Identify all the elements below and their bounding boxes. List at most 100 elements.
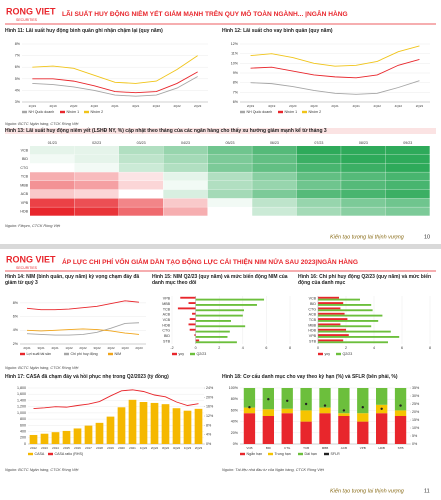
legend-swatch	[22, 110, 27, 114]
bar	[172, 408, 181, 444]
legend-swatch	[64, 352, 69, 356]
legend-label: yoy	[325, 352, 331, 356]
heat-cell	[252, 189, 297, 199]
y-tick-label: 40%	[231, 420, 239, 424]
y-tick-label: 10%	[231, 61, 239, 65]
x-tick-label: 4Q22	[173, 446, 181, 450]
x-tick-label: 2Q23	[135, 346, 143, 350]
x-tick-label: 4Q21	[132, 104, 140, 108]
bar	[128, 399, 137, 444]
bar	[318, 320, 379, 322]
series-line	[26, 322, 140, 336]
stack-segment	[357, 388, 369, 414]
heat-cell	[118, 154, 164, 164]
heat-cell	[163, 154, 208, 164]
x-tick-label: 2017	[85, 446, 92, 450]
stack-segment	[281, 388, 293, 409]
y2-tick-label: 30%	[412, 394, 420, 398]
figure-caption: Hình 14: NIM (bình quân, quy năm) kỳ vọn…	[5, 274, 140, 286]
bar	[318, 302, 344, 304]
y2-tick-label: 4%	[206, 433, 212, 437]
heat-cell	[385, 154, 430, 164]
legend-label: Ngắn hạn	[247, 451, 263, 456]
stack-segment	[281, 413, 293, 444]
heat-cell	[163, 189, 208, 199]
heat-cell	[163, 172, 208, 181]
stack-segment	[357, 421, 369, 444]
bar	[192, 312, 196, 315]
heat-cell	[30, 207, 75, 216]
x-tick-label: HDB	[378, 446, 384, 450]
x-tick-label: 2014	[52, 446, 59, 450]
y-tick-label: 1,200	[17, 405, 26, 409]
bar	[106, 416, 115, 444]
x-tick-label: 2Q22	[151, 446, 159, 450]
legend-swatch	[268, 452, 273, 456]
bar	[195, 339, 200, 342]
heat-cell	[74, 181, 119, 190]
x-tick-label: 2Q23	[194, 104, 202, 108]
x-tick-label: STB	[398, 446, 404, 450]
bar	[318, 336, 400, 338]
y2-tick-label: 15%	[412, 418, 420, 422]
heat-cell	[207, 146, 252, 155]
heat-cell	[252, 146, 297, 155]
series-line	[26, 328, 140, 335]
legend-label: yoy	[179, 352, 185, 356]
x-tick-label: 4Q19	[49, 104, 57, 108]
figure-caption: Hình 16: Chi phí huy động Q2/23 (quy năm…	[298, 274, 432, 286]
heat-cell	[163, 163, 208, 172]
x-tick-label: 4Q21	[352, 104, 360, 108]
brand: RONG VIET	[6, 254, 56, 264]
heat-cell	[296, 172, 341, 181]
footer-slogan: Kiến tạo tương lai thịnh vượng	[330, 233, 405, 240]
y-tick-label: 1,000	[17, 411, 26, 415]
series-dot	[286, 399, 289, 402]
y2-tick-label: 0%	[206, 442, 212, 446]
heat-cell	[74, 189, 119, 199]
bar	[29, 434, 38, 444]
y-tick-label: VCB	[163, 318, 171, 322]
y-tick-label: STB	[309, 339, 317, 343]
y-tick-label: 4%	[13, 328, 19, 332]
row-label: VPB	[21, 201, 29, 205]
bar	[195, 309, 244, 312]
column-label: 02/23	[92, 141, 101, 145]
y-tick-label: 0%	[233, 442, 239, 446]
bar	[195, 298, 265, 301]
x-tick-label: 4Q22	[173, 104, 181, 108]
y-tick-label: ACB	[163, 313, 171, 317]
figure-caption: Hình 13: Lãi suất huy động niêm yết (LSH…	[5, 128, 436, 134]
x-tick-label: VCB	[246, 446, 252, 450]
x-tick-label: 3Q21	[37, 346, 45, 350]
x-tick-label: 8	[289, 346, 291, 350]
y-tick-label: BID	[310, 302, 316, 306]
stack-segment	[357, 413, 369, 422]
bar	[318, 330, 391, 333]
y-tick-label: 1,600	[17, 392, 26, 396]
column-label: 07/23	[314, 141, 323, 145]
x-tick-label: 1Q23	[184, 446, 192, 450]
bar	[318, 328, 346, 331]
x-tick-label: 3Q22	[162, 446, 170, 450]
bar	[177, 307, 196, 310]
x-tick-label: BID	[266, 446, 272, 450]
heat-cell	[30, 181, 75, 190]
y-tick-label: VCB	[309, 297, 317, 301]
heat-cell	[296, 154, 341, 164]
heat-cell	[296, 146, 341, 155]
heat-cell	[118, 146, 164, 155]
series-dot	[399, 404, 402, 407]
heat-cell	[341, 198, 386, 207]
bar	[318, 341, 388, 344]
bar	[195, 320, 231, 322]
y2-tick-label: 16%	[206, 405, 214, 409]
x-tick-label: 4Q22	[107, 346, 115, 350]
x-tick-label: MBB	[322, 446, 329, 450]
page-title: ÁP LỰC CHI PHÍ VỐN GIẢM DẦN TẠO ĐỘNG LỰC…	[62, 256, 358, 266]
heat-cell	[296, 189, 341, 199]
legend-swatch	[324, 452, 329, 456]
legend-label: Q2/23	[343, 352, 353, 356]
heat-cell	[30, 198, 75, 207]
bar	[318, 312, 345, 315]
